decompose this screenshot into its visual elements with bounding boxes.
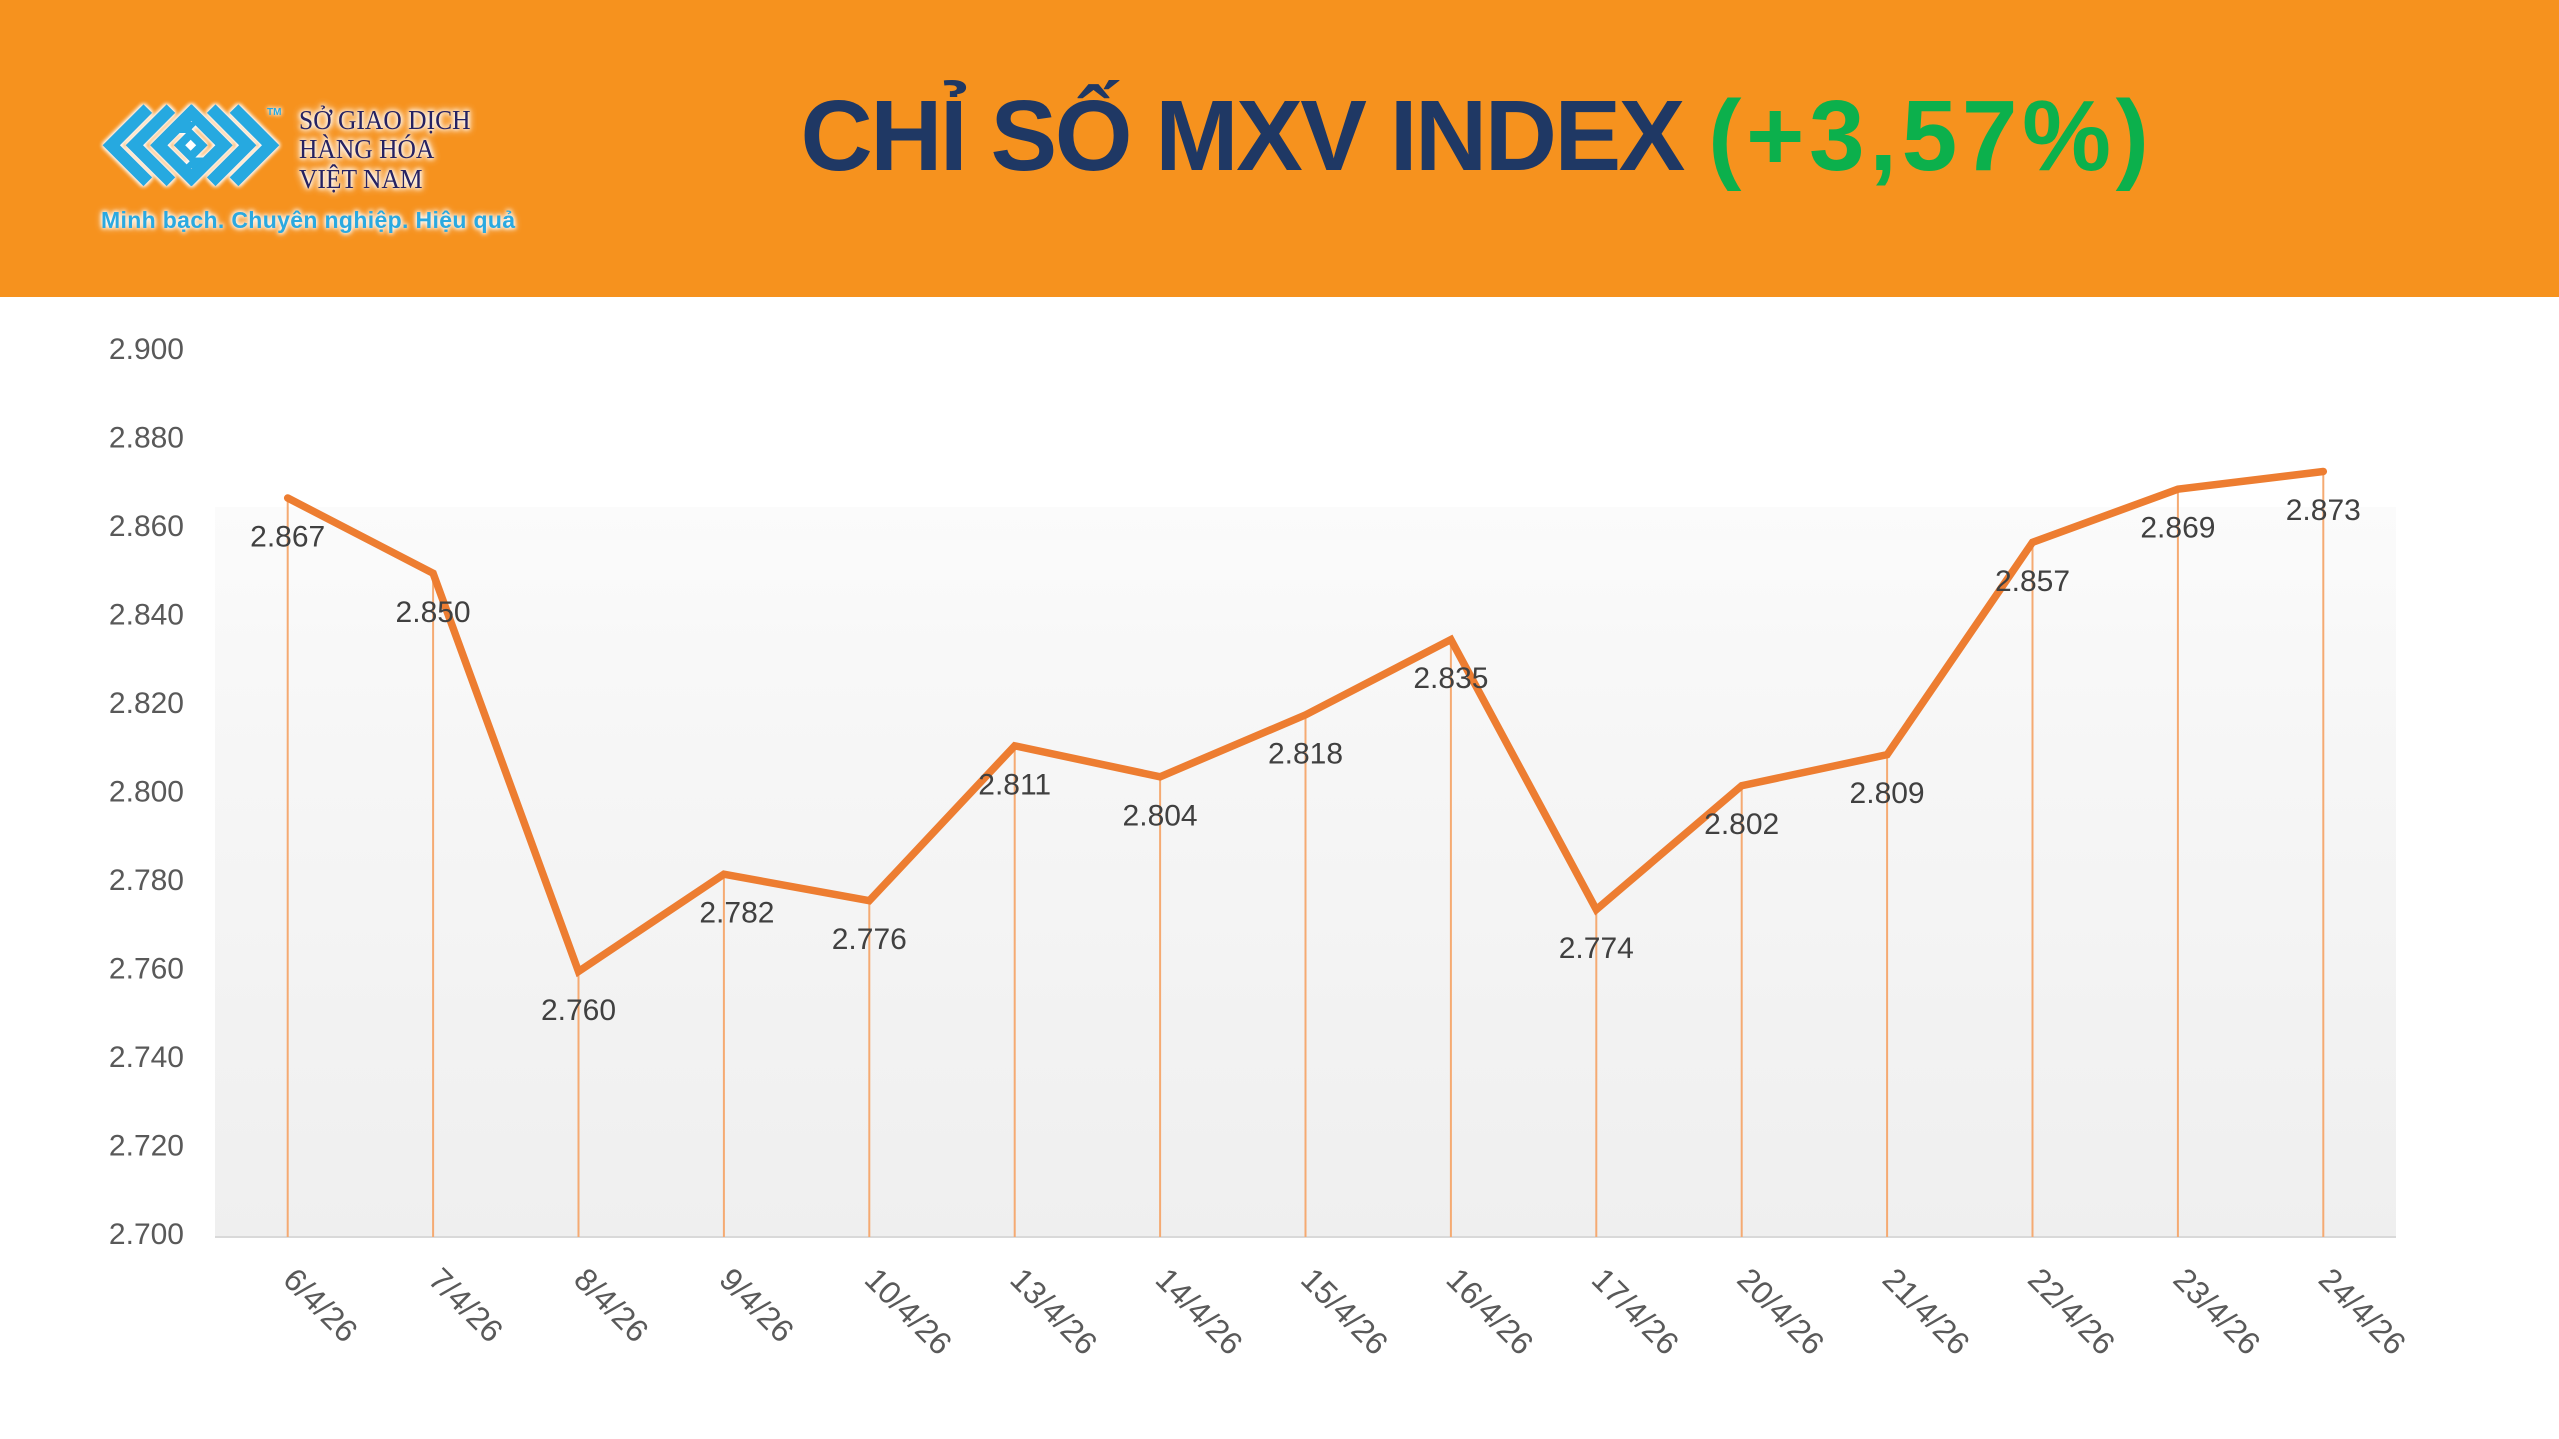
svg-text:2.774: 2.774 — [1559, 932, 1634, 965]
svg-text:2.818: 2.818 — [1268, 737, 1343, 770]
svg-text:2.850: 2.850 — [396, 596, 471, 629]
svg-text:8/4/26: 8/4/26 — [567, 1261, 655, 1349]
svg-text:2.840: 2.840 — [109, 599, 184, 632]
svg-text:2.802: 2.802 — [1704, 808, 1779, 841]
svg-text:2.820: 2.820 — [109, 687, 184, 720]
svg-text:2.760: 2.760 — [109, 953, 184, 986]
svg-text:2.835: 2.835 — [1413, 662, 1488, 695]
svg-text:2.720: 2.720 — [109, 1130, 184, 1163]
svg-text:2.900: 2.900 — [109, 333, 184, 366]
svg-text:23/4/26: 23/4/26 — [2167, 1261, 2268, 1362]
svg-text:9/4/26: 9/4/26 — [713, 1261, 801, 1349]
svg-text:2.860: 2.860 — [109, 510, 184, 543]
svg-text:10/4/26: 10/4/26 — [858, 1261, 959, 1362]
svg-text:16/4/26: 16/4/26 — [1440, 1261, 1541, 1362]
svg-text:21/4/26: 21/4/26 — [1876, 1261, 1977, 1362]
svg-text:24/4/26: 24/4/26 — [2312, 1261, 2413, 1362]
svg-text:2.740: 2.740 — [109, 1041, 184, 1074]
svg-text:13/4/26: 13/4/26 — [1003, 1261, 1104, 1362]
svg-text:15/4/26: 15/4/26 — [1294, 1261, 1395, 1362]
svg-text:2.869: 2.869 — [2140, 512, 2215, 545]
svg-text:2.804: 2.804 — [1123, 799, 1198, 832]
svg-text:17/4/26: 17/4/26 — [1585, 1261, 1686, 1362]
svg-text:6/4/26: 6/4/26 — [276, 1261, 364, 1349]
svg-text:2.776: 2.776 — [832, 923, 907, 956]
svg-text:2.700: 2.700 — [109, 1218, 184, 1251]
svg-text:7/4/26: 7/4/26 — [422, 1261, 510, 1349]
svg-text:20/4/26: 20/4/26 — [1730, 1261, 1831, 1362]
svg-text:2.811: 2.811 — [978, 768, 1051, 801]
svg-text:2.873: 2.873 — [2286, 494, 2361, 527]
svg-text:2.809: 2.809 — [1850, 777, 1925, 810]
svg-text:2.760: 2.760 — [541, 994, 616, 1027]
svg-text:14/4/26: 14/4/26 — [1149, 1261, 1250, 1362]
svg-text:22/4/26: 22/4/26 — [2021, 1261, 2122, 1362]
svg-text:2.857: 2.857 — [1995, 565, 2070, 598]
svg-text:2.782: 2.782 — [699, 897, 774, 930]
svg-text:2.880: 2.880 — [109, 422, 184, 455]
svg-text:2.867: 2.867 — [250, 521, 325, 554]
svg-text:2.800: 2.800 — [109, 776, 184, 809]
svg-text:2.780: 2.780 — [109, 864, 184, 897]
